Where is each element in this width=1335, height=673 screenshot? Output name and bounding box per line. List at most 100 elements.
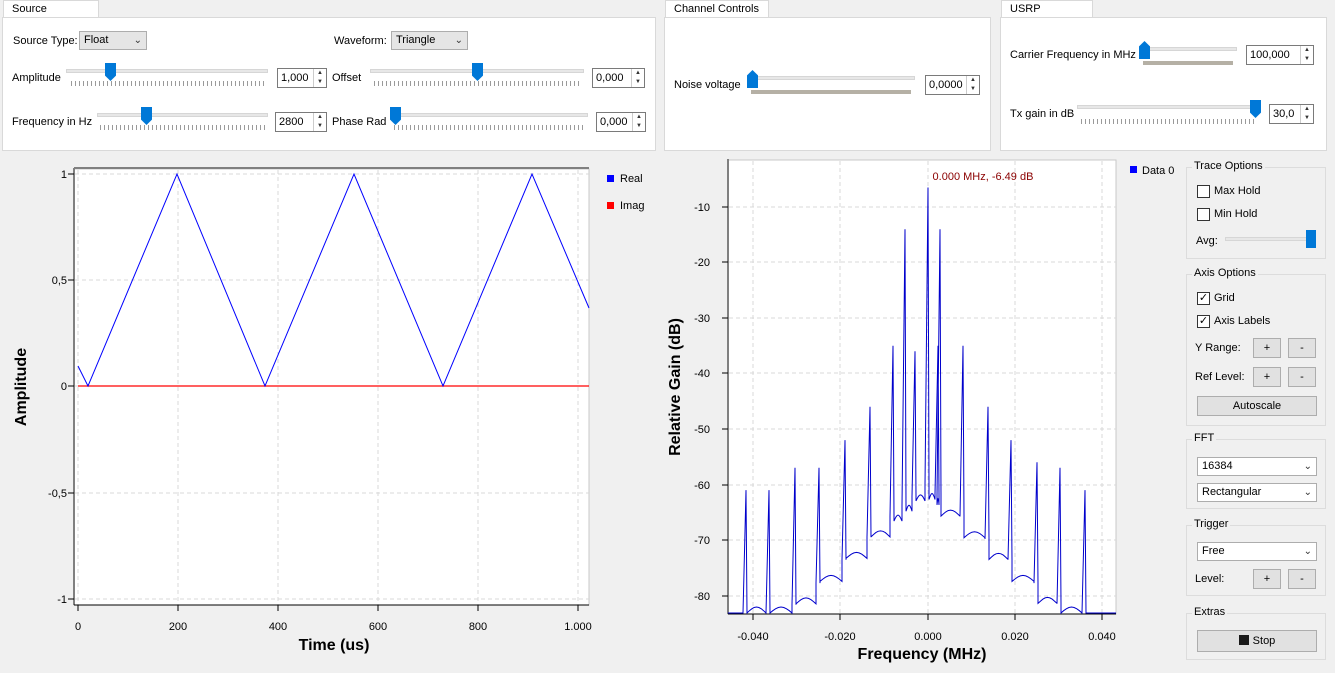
trigger-title: Trigger (1192, 518, 1231, 530)
extras-group: Extras Stop (1186, 606, 1326, 660)
legend-imag-label[interactable]: Imag (620, 200, 644, 212)
waveform-select[interactable]: Triangle ⌄ (391, 31, 468, 50)
x-tick-0: 0 (75, 621, 81, 633)
fft-size-select[interactable]: 16384 ⌄ (1197, 457, 1317, 476)
offset-slider-handle[interactable] (472, 63, 483, 81)
spin-arrows-icon[interactable]: ▲ ▼ (966, 76, 979, 94)
source-type-select[interactable]: Float ⌄ (79, 31, 147, 50)
spin-arrows-icon[interactable]: ▲ ▼ (1300, 46, 1313, 64)
chevron-down-icon: ⌄ (1303, 461, 1312, 472)
frequency-spinbox[interactable]: 2800 ▲ ▼ (275, 112, 327, 132)
autoscale-button[interactable]: Autoscale (1197, 396, 1317, 416)
spin-arrows-icon[interactable]: ▲ ▼ (1300, 105, 1313, 123)
fft-title: FFT (1192, 432, 1217, 444)
legend-data0-label[interactable]: Data 0 (1142, 165, 1174, 177)
tx-gain-spinbox[interactable]: 30,0 ▲ ▼ (1269, 104, 1314, 124)
tab-channel-controls[interactable]: Channel Controls (665, 0, 769, 18)
trigger-level-label: Level: (1195, 573, 1225, 585)
spin-arrows-icon[interactable]: ▲ ▼ (632, 113, 645, 131)
offset-spinbox[interactable]: 0,000 ▲ ▼ (592, 68, 645, 88)
amplitude-slider[interactable] (66, 69, 268, 73)
tab-usrp-controls[interactable]: USRP Controls (1001, 0, 1093, 32)
x-tick-0-020: 0.020 (1001, 631, 1029, 643)
fft-group: FFT 16384 ⌄ Rectangular ⌄ (1186, 432, 1326, 509)
source-type-label: Source Type: (13, 35, 78, 47)
time-x-axis-label: Time (us) (299, 637, 370, 654)
phase-slider[interactable] (390, 113, 588, 117)
chevron-down-icon: ⌄ (454, 35, 463, 46)
axis-options-group: Axis Options ✓ Grid ✓ Axis Labels Y Rang… (1186, 267, 1326, 426)
stop-icon (1238, 635, 1249, 645)
frequency-ticks (100, 125, 265, 130)
amplitude-slider-handle[interactable] (105, 63, 116, 81)
y-range-minus-button[interactable]: - (1288, 338, 1316, 358)
usrp-controls-panel: Carrier Frequency in MHz 100,000 ▲ ▼ Tx ga… (1000, 17, 1327, 151)
frequency-slider[interactable] (97, 113, 268, 117)
waveform-label: Waveform: (334, 35, 387, 47)
axis-labels-checkbox[interactable]: ✓ (1197, 315, 1210, 328)
spin-arrows-icon[interactable]: ▲ ▼ (313, 69, 326, 87)
phase-label: Phase Rad (332, 116, 387, 128)
tx-gain-slider-handle[interactable] (1250, 100, 1261, 118)
x-tick-1000: 1.000 (564, 621, 592, 633)
y-range-plus-button[interactable]: + (1253, 338, 1281, 358)
trigger-level-plus-button[interactable]: + (1253, 569, 1281, 589)
max-hold-label[interactable]: Max Hold (1214, 185, 1261, 197)
carrier-slider-handle[interactable] (1139, 41, 1150, 59)
x-tick-minus-0-020: -0.020 (824, 631, 855, 643)
stop-button-label: Stop (1252, 635, 1276, 647)
freq-plot-canvas (727, 159, 1117, 615)
y-tick-minus-10: -10 (694, 202, 710, 214)
frequency-domain-plot[interactable]: 0.000 MHz, -6.49 dB -10 -20 -30 -40 -50 … (660, 155, 1185, 670)
axis-options-title: Axis Options (1192, 267, 1258, 279)
grid-label[interactable]: Grid (1214, 292, 1235, 304)
max-hold-checkbox[interactable] (1197, 185, 1210, 198)
freq-ticks (722, 206, 1116, 620)
tab-source-controls[interactable]: Source Controls (3, 0, 99, 32)
avg-slider-handle[interactable] (1306, 230, 1316, 248)
spin-arrows-icon[interactable]: ▲ ▼ (631, 69, 644, 87)
y-tick-0-5: 0,5 (52, 275, 67, 287)
x-tick-minus-0-040: -0.040 (737, 631, 768, 643)
freq-y-axis-label: Relative Gain (dB) (667, 318, 684, 456)
fft-window-select[interactable]: Rectangular ⌄ (1197, 483, 1317, 502)
phase-spinbox[interactable]: 0,000 ▲ ▼ (596, 112, 646, 132)
tx-gain-ticks (1081, 119, 1257, 124)
carrier-slider[interactable] (1141, 47, 1237, 51)
ref-level-plus-button[interactable]: + (1253, 367, 1281, 387)
offset-ticks (374, 81, 580, 86)
carrier-slider-groove (1143, 61, 1233, 65)
min-hold-label[interactable]: Min Hold (1214, 208, 1258, 220)
grid-checkbox[interactable]: ✓ (1197, 292, 1210, 305)
stop-button[interactable]: Stop (1197, 630, 1317, 652)
x-tick-0-000: 0.000 (914, 631, 942, 643)
x-tick-0-040: 0.040 (1088, 631, 1116, 643)
y-tick-minus-80: -80 (694, 591, 710, 603)
ref-level-minus-button[interactable]: - (1288, 367, 1316, 387)
trigger-mode-select[interactable]: Free ⌄ (1197, 542, 1317, 561)
freq-grid (729, 161, 1116, 614)
carrier-frequency-label: Carrier Frequency in MHz (1010, 49, 1136, 61)
trigger-level-minus-button[interactable]: - (1288, 569, 1316, 589)
tx-gain-slider[interactable] (1077, 105, 1259, 109)
noise-spinbox[interactable]: 0,0000 ▲ ▼ (925, 75, 980, 95)
time-domain-plot[interactable]: 1 0,5 0 -0,5 -1 0 200 400 600 800 1.000 … (0, 155, 660, 670)
chevron-down-icon: ⌄ (133, 35, 142, 46)
phase-slider-handle[interactable] (390, 107, 401, 125)
axis-labels-label[interactable]: Axis Labels (1214, 315, 1271, 327)
chevron-down-icon: ⌄ (1303, 546, 1312, 557)
frequency-slider-handle[interactable] (141, 107, 152, 125)
min-hold-checkbox[interactable] (1197, 208, 1210, 221)
carrier-spinbox[interactable]: 100,000 ▲ ▼ (1246, 45, 1314, 65)
time-y-axis-label: Amplitude (13, 348, 30, 426)
x-tick-400: 400 (269, 621, 287, 633)
y-tick-1: 1 (61, 169, 67, 181)
amplitude-spinbox[interactable]: 1,000 ▲ ▼ (277, 68, 327, 88)
noise-slider[interactable] (751, 76, 915, 80)
avg-slider[interactable] (1225, 237, 1315, 241)
y-tick-0: 0 (61, 381, 67, 393)
noise-slider-handle[interactable] (747, 70, 758, 88)
legend-real-label[interactable]: Real (620, 173, 643, 185)
spin-arrows-icon[interactable]: ▲ ▼ (313, 113, 326, 131)
tx-gain-label: Tx gain in dB (1010, 108, 1075, 120)
